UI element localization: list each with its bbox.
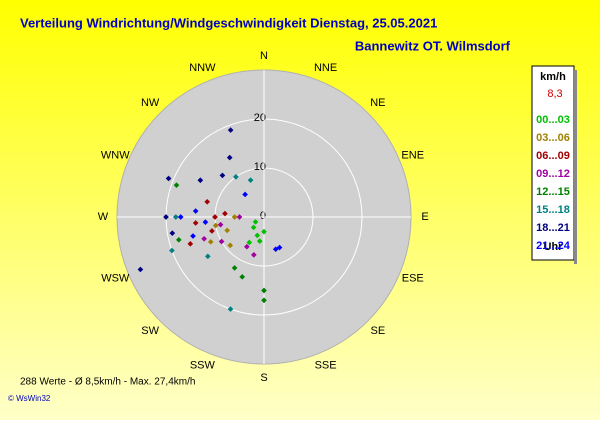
direction-label: NW <box>141 97 160 109</box>
wind-point <box>224 227 230 234</box>
wind-point <box>163 214 169 220</box>
legend-label: 00...03 <box>536 114 570 126</box>
legend-label: 06...09 <box>536 150 570 162</box>
wind-point <box>137 266 144 273</box>
direction-label: SE <box>371 325 386 337</box>
wind-point <box>172 214 179 220</box>
wind-point <box>246 239 253 246</box>
wind-point <box>226 154 233 161</box>
wind-point <box>165 175 172 182</box>
wind-point <box>218 238 225 245</box>
direction-label: NNW <box>189 62 216 74</box>
r-tick-label: 20 <box>254 112 266 124</box>
current-value: 8,3 <box>547 88 562 100</box>
wind-point <box>261 228 267 235</box>
wind-point <box>177 214 184 220</box>
wind-point <box>244 243 250 250</box>
legend-label: 12...15 <box>536 186 570 198</box>
wind-point <box>173 182 180 188</box>
wind-point <box>212 222 219 229</box>
wind-point <box>190 233 196 239</box>
legend-footer: Uhr <box>544 241 564 253</box>
direction-label: ESE <box>402 273 424 285</box>
direction-label: S <box>260 372 267 384</box>
direction-label: WNW <box>101 149 130 161</box>
wind-point <box>251 252 257 258</box>
direction-label: SSE <box>315 360 337 372</box>
direction-label: E <box>421 211 428 223</box>
direction-label: ENE <box>401 149 424 161</box>
wind-point <box>231 214 238 220</box>
r-tick-label: 10 <box>254 161 266 173</box>
chart-subtitle: Bannewitz OT. Wilmsdorf <box>355 38 511 53</box>
legend-label: 03...06 <box>536 132 570 144</box>
credit: © WsWin32 <box>8 394 51 403</box>
wind-point <box>261 297 267 304</box>
wind-point <box>219 172 226 179</box>
wind-point <box>207 239 214 245</box>
legend-title: km/h <box>540 71 566 83</box>
wind-point <box>227 242 234 249</box>
wind-point <box>250 224 257 231</box>
wind-point <box>212 214 218 220</box>
wind-point <box>239 274 246 280</box>
legend-label: 21...24 <box>536 240 571 252</box>
wind-point <box>197 177 204 184</box>
r-tick-label: 0 <box>260 210 266 222</box>
wind-point <box>222 210 228 217</box>
legend-label: 09...12 <box>536 168 570 180</box>
wind-point <box>233 174 239 180</box>
wind-point <box>201 235 207 242</box>
direction-label: W <box>98 211 109 223</box>
legend-label: 15...18 <box>536 204 570 216</box>
wind-point <box>247 177 254 183</box>
direction-label: WSW <box>101 273 130 285</box>
wind-point <box>231 265 238 271</box>
chart-title: Verteilung Windrichtung/Windgeschwindigk… <box>20 15 437 30</box>
direction-label: SW <box>141 325 159 337</box>
wind-point <box>204 198 211 205</box>
wind-point <box>261 287 267 294</box>
direction-label: N <box>260 50 268 62</box>
legend-shadow <box>574 70 577 264</box>
summary: 288 Werte - Ø 8,5km/h - Max. 27,4km/h <box>20 377 195 388</box>
wind-point <box>192 220 199 226</box>
direction-label: SSW <box>190 360 216 372</box>
wind-point <box>276 244 283 251</box>
wind-point <box>192 208 199 214</box>
wind-point <box>169 247 175 254</box>
wind-point <box>175 236 182 243</box>
wind-point <box>227 127 234 133</box>
wind-point <box>204 253 211 260</box>
wind-point <box>217 221 224 228</box>
wind-point <box>242 191 248 198</box>
wind-point <box>236 214 243 220</box>
wind-point <box>227 306 234 312</box>
wind-point <box>209 228 215 234</box>
wind-point <box>202 219 209 225</box>
wind-point <box>252 219 259 225</box>
legend-box <box>531 65 575 261</box>
wind-point <box>256 238 263 244</box>
wind-point <box>187 240 194 247</box>
wind-point <box>169 230 176 236</box>
direction-label: NE <box>370 97 385 109</box>
direction-label: NNE <box>314 62 337 74</box>
legend-label: 18...21 <box>536 222 570 234</box>
